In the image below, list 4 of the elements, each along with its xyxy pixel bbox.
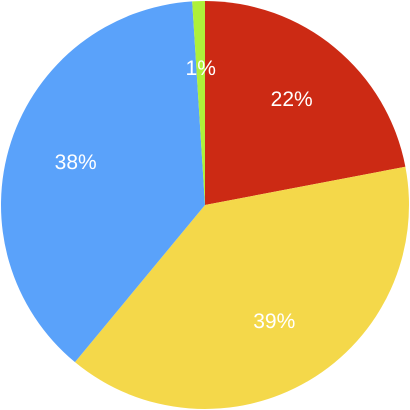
data-label: 38% xyxy=(54,150,97,174)
data-label: 22% xyxy=(270,88,313,112)
data-label: 1% xyxy=(186,57,216,80)
data-label: 39% xyxy=(253,310,296,334)
